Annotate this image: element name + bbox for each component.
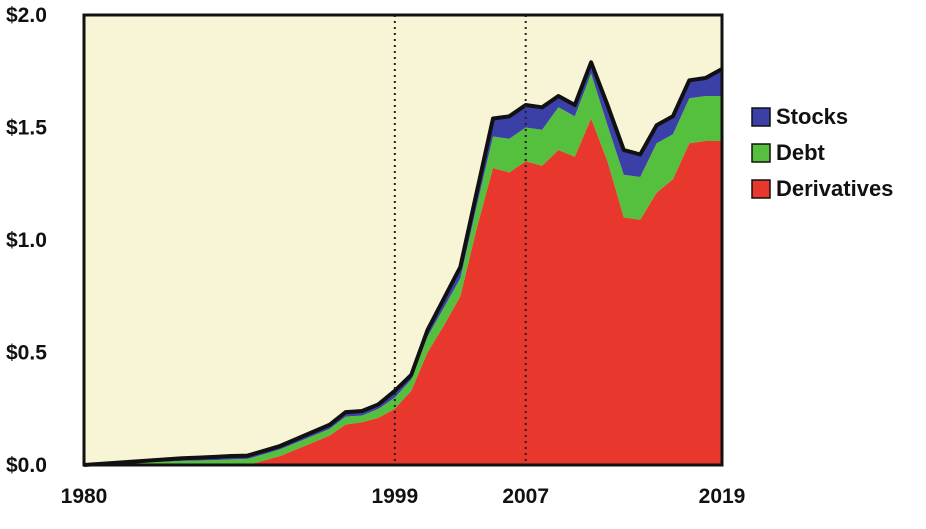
x-axis: 1980 1999 2007 2019 bbox=[61, 485, 746, 508]
legend-label-stocks: Stocks bbox=[776, 104, 848, 129]
area-series-group bbox=[83, 60, 723, 467]
legend-swatch-stocks bbox=[751, 107, 771, 127]
x-tick-label: 2019 bbox=[699, 485, 746, 508]
y-tick-label: $0.0 bbox=[6, 454, 47, 477]
y-tick-label: $0.5 bbox=[6, 342, 47, 365]
legend: Stocks Debt Derivatives bbox=[751, 104, 893, 201]
legend-label-derivatives: Derivatives bbox=[776, 176, 893, 201]
x-tick-label: 1980 bbox=[61, 485, 108, 508]
legend-label-debt: Debt bbox=[776, 140, 826, 165]
y-tick-label: $1.5 bbox=[6, 117, 47, 140]
y-axis: $0.0 $0.5 $1.0 $1.5 $2.0 bbox=[6, 4, 47, 477]
total-outline bbox=[83, 60, 723, 467]
x-tick-label: 1999 bbox=[371, 485, 418, 508]
area-derivatives bbox=[84, 118, 722, 465]
legend-swatch-derivatives bbox=[751, 179, 771, 199]
plot-frame bbox=[82, 13, 724, 467]
x-tick-label: 2007 bbox=[502, 485, 549, 508]
y-tick-label: $1.0 bbox=[6, 229, 47, 252]
legend-swatch-debt bbox=[751, 143, 771, 163]
y-tick-label: $2.0 bbox=[6, 4, 47, 27]
